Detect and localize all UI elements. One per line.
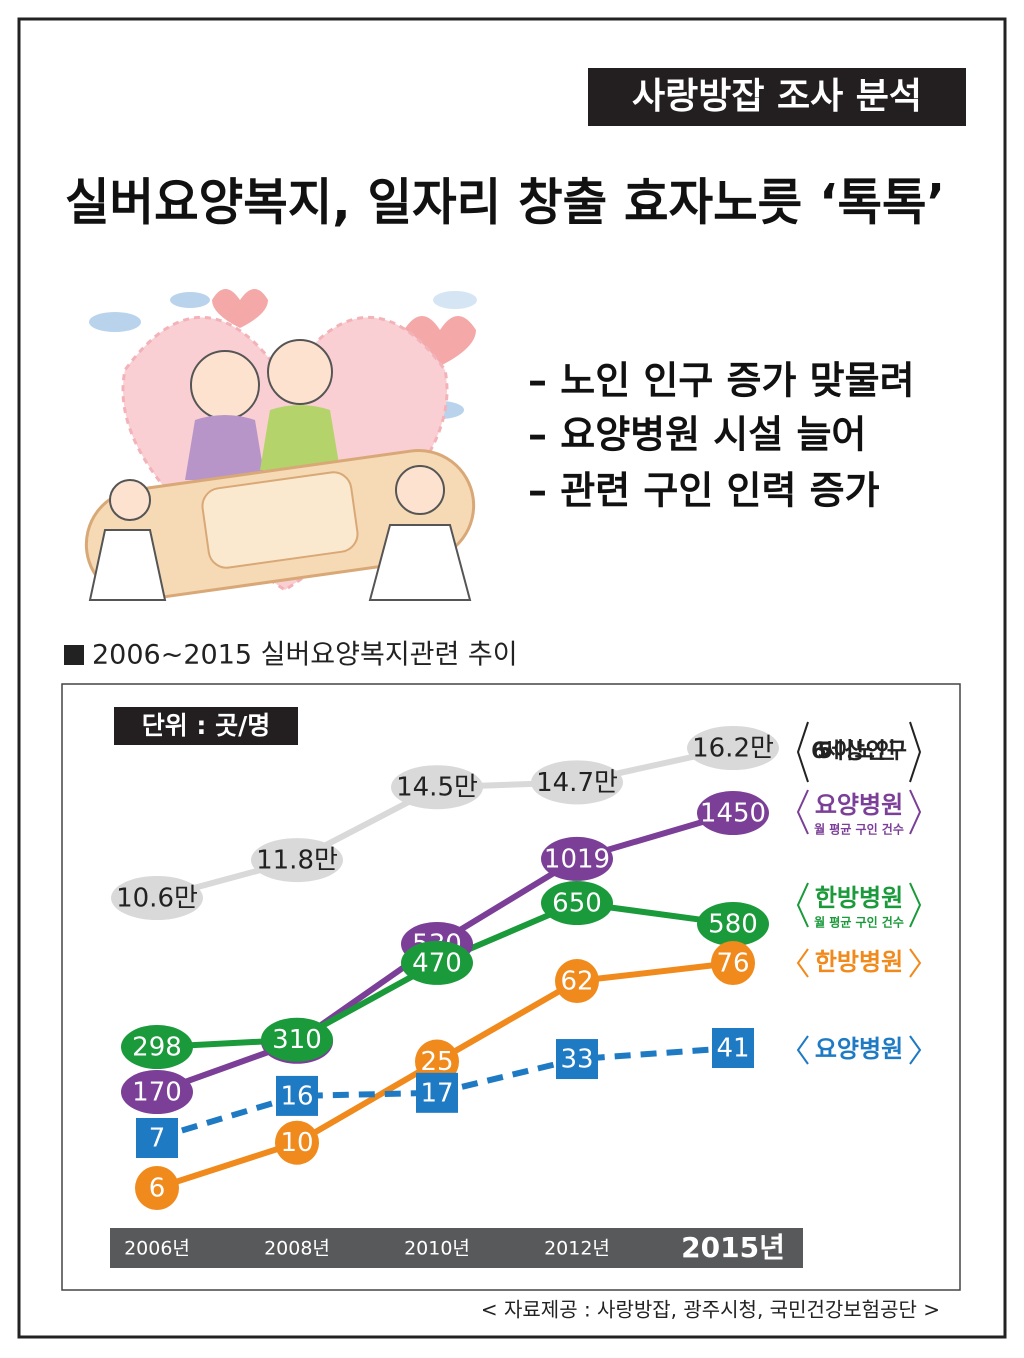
chart-title: 2006~2015 실버요양복지관련 추이 — [92, 640, 518, 671]
point — [697, 902, 769, 947]
point — [121, 1025, 193, 1069]
x-tick-label: 2015년 — [681, 1231, 785, 1264]
point — [416, 1072, 458, 1113]
data-label: 33 — [560, 1045, 593, 1075]
source: < 자료제공 : 사랑방잡, 광주시청, 국민건강보험공단 > — [481, 1298, 940, 1322]
point — [401, 940, 473, 985]
data-label: 6 — [149, 1174, 166, 1204]
data-label: 10 — [280, 1128, 313, 1158]
point — [261, 1017, 333, 1062]
legend-label: 한방병원 — [815, 884, 903, 912]
tag: 사랑방잡 조사 분석 — [632, 76, 922, 117]
data-label: 16.2만 — [692, 734, 774, 764]
data-label: 16 — [280, 1081, 313, 1111]
plot: 2006년 2008년 2010년 2012년 2015년 65세 이상 노인 인구요양병… — [111, 721, 922, 1264]
data-label: 76 — [716, 949, 749, 979]
chart-box — [61, 683, 961, 1291]
legend-bracket — [796, 882, 809, 928]
legend-label: 요양병원 — [815, 791, 903, 819]
headline: 실버요양복지, 일자리 창출 효자노릇 ‘톡톡’ — [65, 174, 945, 232]
point — [391, 765, 483, 810]
data-label: 298 — [132, 1033, 182, 1063]
point — [541, 881, 613, 925]
legend-bracket — [909, 882, 922, 928]
legend-note: 월 평균 구인 건수 — [814, 915, 904, 930]
data-label: 580 — [708, 910, 758, 940]
data-label: 1019 — [544, 844, 610, 874]
point — [687, 726, 779, 770]
point — [111, 876, 203, 920]
data-label: 14.7만 — [536, 768, 618, 798]
data-label: 25 — [420, 1047, 453, 1077]
section-marker — [64, 645, 84, 665]
x-tick-label: 2012년 — [544, 1238, 610, 1260]
data-label: 470 — [412, 948, 462, 978]
point — [697, 791, 769, 835]
legend-note: 월 평균 구인 건수 — [814, 822, 904, 837]
x-tick-label: 2006년 — [124, 1238, 190, 1260]
data-label: 650 — [552, 889, 602, 919]
legend-bracket — [909, 721, 922, 783]
tag-box — [588, 68, 966, 126]
data-label: 11.8만 — [256, 846, 338, 876]
bullet: – 요양병원 시설 늘어 — [528, 413, 866, 457]
point — [531, 760, 623, 805]
legend-label: 한방병원 — [815, 948, 903, 976]
point — [275, 1120, 319, 1165]
data-label: 62 — [560, 967, 593, 997]
illustration — [84, 289, 477, 601]
x-tick-label: 2008년 — [264, 1238, 330, 1260]
data-label: 10.6만 — [116, 884, 198, 914]
point — [712, 1028, 754, 1068]
legend-label: 요양병원 — [815, 1035, 903, 1063]
data-label: 41 — [716, 1034, 749, 1064]
x-axis-band — [110, 1228, 803, 1268]
legend-bracket — [909, 1035, 922, 1065]
bullet: – 노인 인구 증가 맞물려 — [528, 359, 915, 403]
legend-bracket — [796, 1035, 809, 1065]
data-label: 17 — [420, 1078, 453, 1108]
legend-bracket — [796, 948, 809, 978]
legend-bracket — [796, 789, 809, 835]
data-label: 7 — [149, 1124, 166, 1154]
point — [136, 1118, 178, 1158]
data-label: 170 — [132, 1078, 182, 1108]
point — [556, 1039, 598, 1080]
point — [555, 959, 599, 1004]
point — [415, 1039, 459, 1084]
data-label: 1450 — [700, 799, 766, 829]
unit-label: 단위 : 곳/명 — [142, 711, 271, 740]
point — [541, 836, 613, 881]
unit-box — [114, 707, 298, 745]
legend-bracket — [796, 721, 809, 783]
data-label: 14.5만 — [396, 773, 478, 803]
legend-label: 65세 이상 노인 인구 — [811, 739, 907, 764]
bullet: – 관련 구인 인력 증가 — [528, 469, 880, 513]
x-tick-label: 2010년 — [404, 1238, 470, 1260]
legend-bracket — [909, 789, 922, 835]
legend-bracket — [909, 948, 922, 978]
point — [135, 1166, 179, 1210]
point — [276, 1075, 318, 1116]
point — [121, 1070, 193, 1114]
point — [251, 838, 343, 883]
data-label: 310 — [272, 1025, 322, 1055]
point — [711, 941, 755, 985]
